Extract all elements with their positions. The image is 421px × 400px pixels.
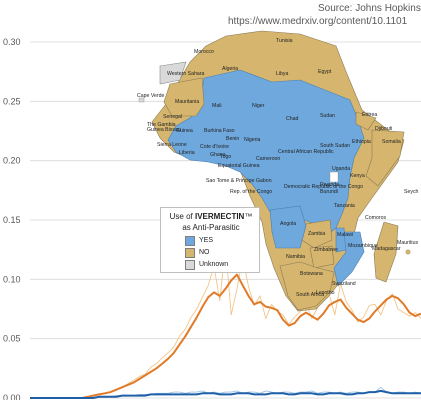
map-label-swaziland: Swaziland	[332, 281, 356, 287]
map-label-sierra-leone: Sierra Leone	[157, 142, 187, 148]
map-label-mauritius: Mauritius	[397, 240, 418, 246]
legend-title: Use of IVERMECTIN™ as Anti-Parasitic	[165, 211, 257, 233]
map-label-tunisia: Tunisia	[276, 38, 293, 44]
map-label-south-africa: South Africa	[296, 292, 324, 298]
legend-title-mark: ™	[244, 212, 253, 221]
map-label-namibia: Namibia	[286, 254, 305, 260]
map-label-algeria: Algeria	[222, 66, 238, 72]
y-tick-label: 0.25	[3, 96, 21, 106]
map-label-liberia: Liberia	[179, 150, 195, 156]
map-label-somalia: Somalia	[382, 139, 401, 145]
map-somalia	[365, 129, 405, 187]
map-madagascar	[373, 221, 399, 283]
map-label-zambia: Zambia	[308, 231, 325, 237]
map-label-morocco: Morocco	[194, 49, 214, 55]
map-label-uganda: Uganda	[332, 166, 350, 172]
map-zimbabwe	[309, 245, 335, 269]
map-label-seychelles: Seych	[404, 189, 419, 195]
map-label-guinea: Guinea	[176, 128, 193, 134]
map-label-egypt: Egypt	[318, 69, 332, 75]
map-label-botswana: Botswana	[300, 271, 323, 277]
map-label-comoros: Comoros	[365, 215, 386, 221]
map-label-drc: Democratic Republic of the Congo	[284, 184, 363, 190]
map-label-chad: Chad	[286, 116, 299, 122]
map-label-djibouti: Djibouti	[375, 126, 392, 132]
map-label-rep-congo: Rep. of the Congo	[230, 189, 272, 195]
y-tick-label: 0.15	[3, 215, 21, 225]
map-label-cote-divoire: Cote d'Ivoire	[200, 144, 229, 150]
map-label-burkina-faso: Burkina Faso	[204, 128, 235, 134]
legend-label-unknown: Unknown	[199, 261, 229, 268]
legend-swatch-yes	[185, 236, 195, 246]
map-label-lesotho: Lesotho	[316, 290, 335, 296]
source-line-2: https://www.medrxiv.org/content/10.1101	[228, 16, 408, 27]
africa-map	[138, 30, 411, 312]
map-label-nigeria: Nigeria	[244, 137, 261, 143]
map-label-libya: Libya	[276, 71, 289, 77]
y-tick-label: 0.10	[3, 274, 21, 284]
map-label-benin: Benin	[226, 136, 239, 142]
y-tick-label: 0.00	[3, 393, 21, 400]
map-label-madagascar: Madagascar	[372, 246, 401, 252]
legend-label-yes: YES	[199, 237, 214, 244]
legend-title-prefix: Use of	[169, 212, 195, 221]
legend-title-suffix: as Anti-Parasitic	[182, 223, 240, 232]
series-layer	[30, 245, 421, 399]
map-mozambique	[333, 231, 365, 287]
legend-label-no: NO	[199, 249, 210, 256]
map-label-cape-verde: Cape Verde	[137, 93, 165, 99]
y-tick-label: 0.30	[3, 37, 21, 47]
map-label-tanzania: Tanzania	[334, 203, 355, 209]
map-eritrea	[355, 111, 377, 131]
map-label-layer: Tunisia Morocco Algeria Libya Egypt Western S…	[137, 38, 419, 298]
legend-swatch-no	[185, 248, 195, 258]
source-line-1: Source: Johns Hopkins	[318, 3, 421, 14]
map-label-mali: Mali	[212, 103, 222, 109]
map-label-togo: Togo	[220, 154, 231, 160]
map-mauritania	[163, 77, 205, 117]
y-tick-label: 0.20	[3, 156, 21, 166]
map-cape-verde	[138, 97, 145, 103]
map-label-mozambique: Mozambique	[348, 243, 378, 249]
map-label-south-sudan: South Sudan	[320, 143, 350, 149]
y-axis-tick-labels: 0.00 0.05 0.10 0.15 0.20 0.25 0.30	[3, 37, 21, 400]
map-label-gabon: Gabon	[256, 178, 272, 184]
map-label-niger: Niger	[252, 103, 265, 109]
map-label-burundi: Burundi	[320, 189, 338, 195]
map-mauritius-dot	[405, 249, 411, 255]
legend-swatch-unknown	[185, 260, 195, 270]
map-label-senegal: Senegal	[163, 114, 182, 120]
map-south-africa	[279, 261, 335, 311]
map-legend: Use of IVERMECTIN™ as Anti-Parasitic YES…	[160, 207, 260, 273]
map-label-eq-guinea: Equatorial Guinea	[218, 163, 260, 169]
y-tick-label: 0.05	[3, 334, 21, 344]
legend-title-bold: IVERMECTIN	[195, 212, 245, 221]
map-label-rwanda: Rwanda	[320, 182, 339, 188]
map-label-eritrea: Eritrea	[362, 112, 377, 118]
map-label-cameroon: Cameroon	[256, 156, 280, 162]
map-label-zimbabwe: Zimbabwe	[314, 247, 338, 253]
map-label-malawi: Malawi	[337, 232, 353, 238]
map-label-sao-tome: Sao Tome & Principe	[206, 178, 254, 184]
map-label-car: Central African Republic	[278, 149, 334, 155]
map-western-sahara	[159, 61, 187, 85]
map-label-guinea-bissau: Guinea Bissau	[147, 127, 181, 133]
series-line-blue_line	[30, 389, 421, 399]
map-label-kenya: Kenya	[350, 173, 365, 179]
map-label-sudan: Sudan	[320, 113, 335, 119]
map-label-angola: Angola	[280, 221, 296, 227]
series-line-smoothed	[30, 273, 421, 399]
map-label-ethiopia: Ethiopia	[352, 139, 371, 145]
map-label-ghana: Ghana	[210, 152, 226, 158]
map-label-mauritania: Mauritania	[175, 99, 199, 105]
map-label-gambia: The Gambia	[147, 122, 176, 128]
map-angola	[269, 205, 307, 249]
map-label-western-sahara: Western Sahara	[167, 71, 205, 77]
map-lake	[329, 171, 339, 183]
